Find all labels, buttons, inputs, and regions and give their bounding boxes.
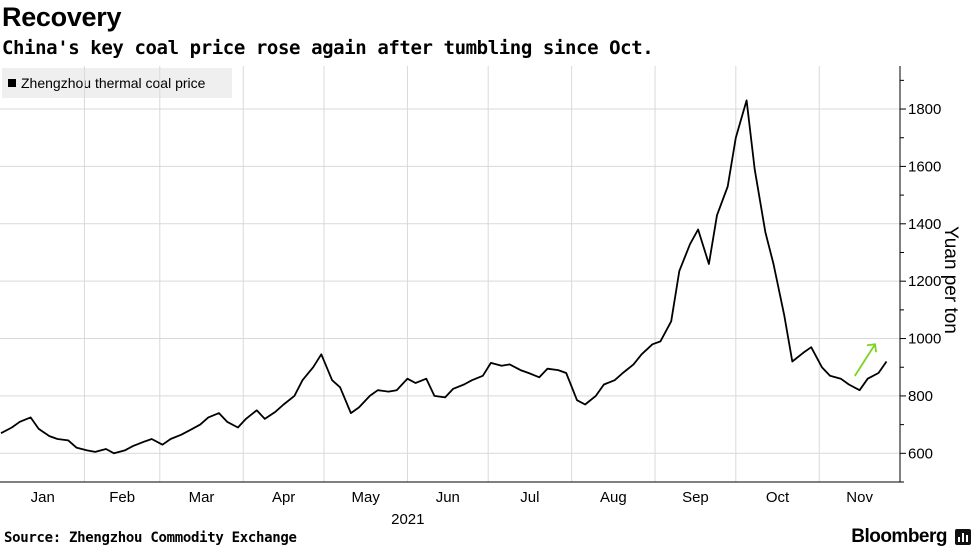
y-axis-title: Yuan per ton <box>940 226 961 334</box>
y-tick-label: 600 <box>908 445 933 462</box>
arrow-head <box>866 343 877 353</box>
arrow-shaft <box>854 343 876 377</box>
x-year-label: 2021 <box>391 511 424 528</box>
y-tick-label: 1400 <box>908 216 941 233</box>
y-tick-label: 1200 <box>908 273 941 290</box>
y-tick-label: 800 <box>908 388 933 405</box>
x-axis: Jan Feb Mar Apr May Jun Jul Aug Sep Oct Nov 2021 <box>0 481 900 528</box>
y-axis: 600 800 1000 1200 1400 1600 1800 <box>899 66 941 483</box>
y-tick-label: 1000 <box>908 331 941 348</box>
chart-subtitle: China's key coal price rose again after … <box>2 37 654 59</box>
x-tick-label: Jul <box>520 489 539 506</box>
x-tick-label: Aug <box>600 489 627 506</box>
x-tick-label: Sep <box>682 489 709 506</box>
x-tick-label: May <box>352 489 381 506</box>
grid-lines <box>0 66 900 482</box>
legend-swatch <box>8 79 16 87</box>
x-tick-label: Jan <box>31 489 55 506</box>
y-tick-label: 1800 <box>908 101 941 118</box>
x-tick-label: Mar <box>189 489 215 506</box>
series-line-zhengzhou <box>0 99 888 455</box>
source-note: Source: Zhengzhou Commodity Exchange <box>4 530 297 546</box>
y-tick-label: 1600 <box>908 158 941 175</box>
x-tick-label: Apr <box>272 489 295 506</box>
x-tick-label: Nov <box>846 489 873 506</box>
x-tick-label: Oct <box>766 489 790 506</box>
bloomberg-terminal-icon <box>955 529 971 545</box>
x-tick-label: Jun <box>436 489 460 506</box>
x-tick-label: Feb <box>109 489 135 506</box>
chart-title: Recovery <box>2 2 122 32</box>
up-arrow-annotation <box>854 343 877 377</box>
brand-logo: Bloomberg <box>851 526 947 547</box>
